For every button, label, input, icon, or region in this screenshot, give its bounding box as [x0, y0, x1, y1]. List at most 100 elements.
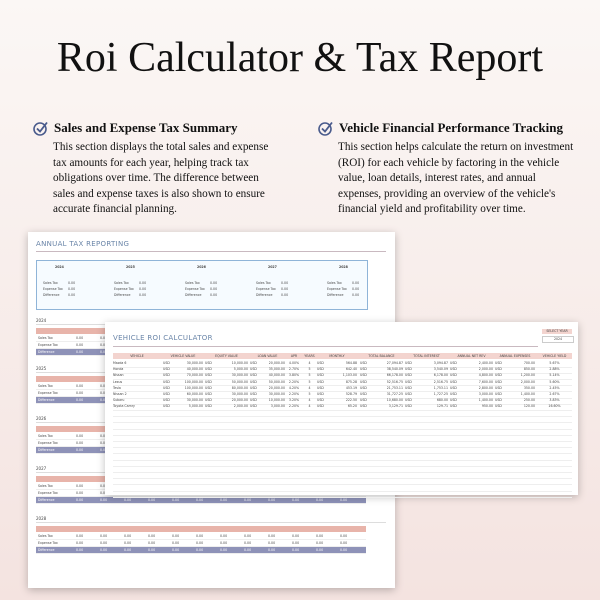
currency: USD	[250, 373, 257, 378]
currency: USD	[450, 361, 457, 365]
cell: 35,000.00	[268, 367, 285, 372]
currency: USD	[495, 385, 502, 390]
amount: 0.00	[100, 441, 108, 445]
feature-text: This section displays the total sales an…	[53, 141, 269, 215]
cell: 5,000.00	[233, 367, 248, 372]
header-bar	[36, 526, 366, 532]
amount: 0.00	[76, 343, 84, 347]
row-label: Difference	[327, 293, 344, 297]
currency: USD	[205, 398, 212, 403]
amount: 0.00	[268, 534, 276, 538]
currency: USD	[495, 379, 502, 384]
row-label: Sales Tax	[185, 281, 200, 285]
amount: 0.00	[340, 548, 348, 552]
currency: USD	[163, 385, 170, 390]
year-label: 2024	[55, 265, 64, 269]
currency: USD	[405, 392, 412, 396]
amount: 0.00	[244, 498, 252, 502]
column-header: TOTAL INTEREST	[413, 354, 440, 358]
cell: 1,753.11	[433, 385, 448, 390]
cell: 50,000.00	[231, 379, 248, 384]
currency: USD	[163, 373, 170, 378]
column-header: VEHICLE YIELD	[542, 354, 567, 358]
cell: 680.00	[436, 398, 448, 403]
year-label: 2028	[36, 516, 47, 521]
row-label: Expense Tax	[38, 391, 58, 395]
cell: 5.60%	[549, 379, 560, 384]
currency: USD	[360, 367, 367, 372]
cell: 80,000.00	[231, 385, 248, 390]
cell: 60,000.00	[186, 392, 203, 396]
row-line	[113, 453, 572, 455]
tax-row: Sales Tax 0.00 0.00 0.00 0.00 0.00 0.00 0.00 0.0…	[36, 533, 366, 540]
amount: 0.00	[124, 541, 132, 545]
row-line	[113, 496, 572, 498]
currency: USD	[317, 398, 324, 403]
currency: USD	[360, 361, 367, 365]
amount: 0.00	[172, 534, 180, 538]
cell: 30,000.00	[231, 373, 248, 378]
amount: 0.00	[210, 281, 218, 285]
amount: 0.00	[148, 548, 156, 552]
amount: 0.00	[196, 498, 204, 502]
cell: 2.20%	[288, 404, 300, 409]
currency: USD	[250, 385, 257, 390]
cell: Honda	[113, 367, 124, 372]
header-bar	[113, 353, 572, 359]
currency: USD	[250, 404, 257, 409]
sheet-title: ANNUAL TAX REPORTING	[36, 240, 130, 248]
amount: 0.00	[68, 293, 76, 297]
row-label: Expense Tax	[256, 287, 276, 291]
page-title: Roi Calculator & Tax Report	[56, 35, 544, 81]
currency: USD	[317, 361, 324, 365]
amount: 0.00	[220, 498, 228, 502]
cell: 20,000.00	[231, 398, 248, 403]
cell: 2,516.75	[433, 379, 448, 384]
currency: USD	[250, 367, 257, 372]
amount: 0.00	[148, 534, 156, 538]
amount: 0.00	[340, 541, 348, 545]
row-line	[113, 440, 572, 442]
column-header: LOAN VALUE	[257, 354, 278, 358]
divider	[36, 251, 386, 252]
feature-text: This section helps calculate the return …	[338, 141, 574, 215]
cell: 2,000.00	[233, 404, 248, 409]
cell: 4,800.00	[478, 373, 493, 378]
amount: 0.00	[139, 281, 147, 285]
cell: 66,178.00	[386, 373, 403, 378]
row-label: Sales Tax	[38, 336, 53, 340]
column-header: MONTHLY	[329, 354, 345, 358]
summary-box: 2024 Sales Tax 0.00 Expense Tax 0.00 Differen…	[36, 260, 368, 310]
cell: 2.20%	[288, 392, 300, 396]
cell: 7,600.00	[478, 379, 493, 384]
currency: USD	[495, 367, 502, 372]
cell: 3.20%	[288, 398, 300, 403]
currency: USD	[450, 398, 457, 403]
cell: 2.67%	[549, 392, 560, 396]
row-line	[113, 465, 572, 467]
row-line	[113, 447, 572, 449]
currency: USD	[360, 398, 367, 403]
cell: 4	[308, 398, 311, 403]
amount: 0.00	[100, 491, 108, 495]
cell: 700.00	[523, 361, 535, 365]
cell: 5	[308, 392, 311, 396]
amount: 0.00	[76, 441, 84, 445]
amount: 0.00	[352, 281, 360, 285]
check-icon	[318, 121, 333, 136]
cell: 10,000.00	[231, 361, 248, 365]
column-header: VEHICLE VALUE	[170, 354, 196, 358]
cell: 30,000.00	[186, 398, 203, 403]
currency: USD	[450, 373, 457, 378]
cell: 30,000.00	[231, 392, 248, 396]
amount: 0.00	[124, 534, 132, 538]
amount: 0.00	[172, 548, 180, 552]
cell: 2,800.00	[478, 385, 493, 390]
amount: 0.00	[100, 498, 108, 502]
row-label: Sales Tax	[327, 281, 342, 285]
cell: 30,000.00	[186, 361, 203, 365]
amount: 0.00	[76, 398, 84, 402]
currency: USD	[250, 361, 257, 365]
amount: 0.00	[268, 548, 276, 552]
